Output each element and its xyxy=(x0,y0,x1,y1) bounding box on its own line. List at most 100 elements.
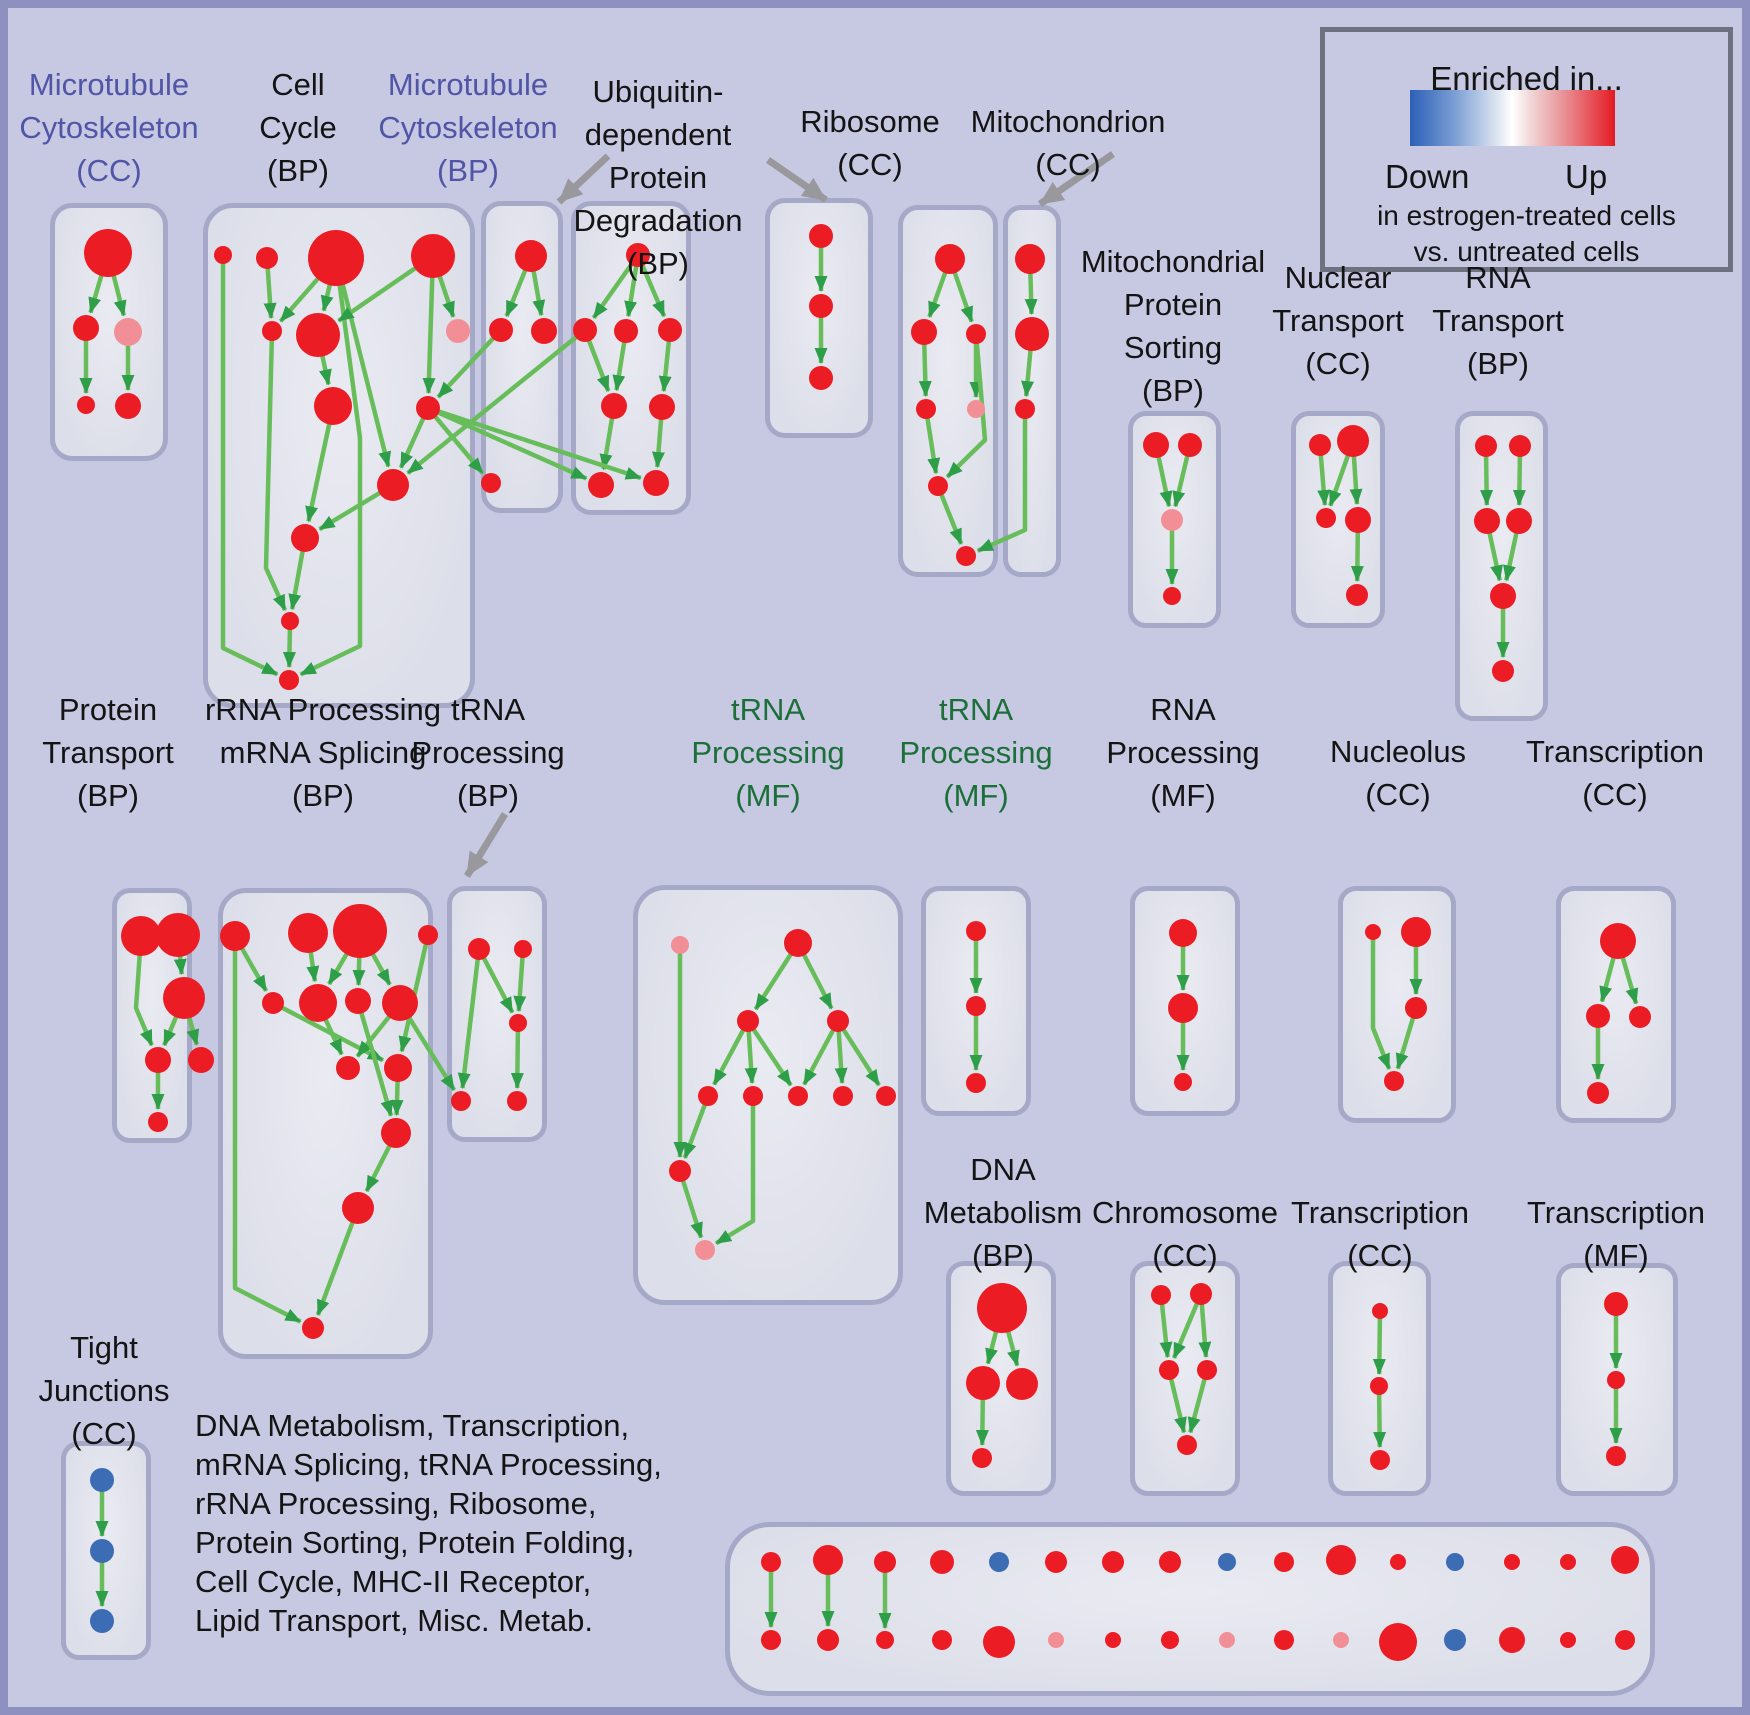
go-term-node-up xyxy=(935,244,965,274)
group-label-line: Processing xyxy=(691,735,845,770)
go-term-node-up xyxy=(1560,1554,1576,1570)
go-term-node-up xyxy=(1490,583,1516,609)
go-term-node-up xyxy=(1105,1632,1121,1648)
edge-arrow xyxy=(652,418,665,468)
edge-arrow xyxy=(586,339,611,393)
group-label-line: (CC) xyxy=(1582,777,1648,812)
go-term-node-up xyxy=(966,996,986,1016)
callout-arrow xyxy=(556,153,611,205)
go-term-node-up xyxy=(1615,1630,1635,1650)
annotation-line: mRNA Splicing, tRNA Processing, xyxy=(195,1447,662,1482)
edge-arrow xyxy=(323,1018,344,1056)
annotation-line: DNA Metabolism, Transcription, xyxy=(195,1408,630,1443)
edge-arrow xyxy=(841,1028,881,1087)
go-term-node-up xyxy=(1606,1446,1626,1466)
go-term-node-down xyxy=(989,1552,1009,1572)
legend-gradient-bar xyxy=(1410,90,1615,146)
group-label-line: (CC) xyxy=(1035,147,1101,182)
go-term-node-up xyxy=(972,1448,992,1468)
go-term-node-up xyxy=(1190,1283,1212,1305)
group-label-txncc2: Transcription (CC) xyxy=(1526,730,1704,816)
group-label-line: (BP) xyxy=(437,153,499,188)
go-term-node-up xyxy=(531,318,557,344)
go-term-node-up xyxy=(1474,508,1500,534)
go-term-node-up xyxy=(614,319,638,343)
go-term-node-up xyxy=(77,396,95,414)
edge-arrow xyxy=(1370,939,1392,1070)
group-label-line: tRNA xyxy=(938,692,1014,727)
go-term-node-up xyxy=(1045,1551,1067,1573)
go-term-node-up xyxy=(1390,1554,1406,1570)
go-term-node-up xyxy=(481,473,501,493)
go-term-node-up xyxy=(956,546,976,566)
edge-arrow xyxy=(945,342,988,479)
network-diagram xyxy=(73,151,1651,1661)
edge-arrow xyxy=(433,414,485,475)
go-term-node-up xyxy=(262,321,282,341)
go-term-node-up xyxy=(416,396,440,420)
go-term-node-up xyxy=(1586,1004,1610,1028)
group-label-line: (CC) xyxy=(76,153,142,188)
go-term-node-up xyxy=(1629,1006,1651,1028)
callout-arrow xyxy=(766,157,828,203)
go-term-node-up xyxy=(817,1629,839,1651)
go-term-node-up xyxy=(1309,434,1331,456)
go-term-node-up xyxy=(1169,919,1197,947)
go-term-node-up xyxy=(489,318,513,342)
go-term-node-up xyxy=(966,1073,986,1093)
edge-arrow xyxy=(406,335,578,475)
go-term-node-up xyxy=(336,1056,360,1080)
edge-arrow xyxy=(1156,456,1173,508)
annotation-line: rRNA Processing, Ribosome, xyxy=(195,1486,597,1521)
go-term-node-weak-up xyxy=(1219,1632,1235,1648)
group-label-line: Transport xyxy=(1272,303,1404,338)
go-term-node-up xyxy=(1365,924,1381,940)
edge-arrow xyxy=(1187,1378,1207,1434)
edge-arrow xyxy=(1171,1302,1200,1359)
edge-arrow xyxy=(952,271,974,323)
go-term-node-up xyxy=(1168,993,1198,1023)
legend-subtitle-2: vs. untreated cells xyxy=(1413,236,1640,267)
group-label-line: Protein xyxy=(58,692,158,727)
group-label-line: (CC) xyxy=(1305,346,1371,381)
group-label-nuct: Nuclear Transport (CC) xyxy=(1272,256,1404,385)
group-label-nucl: Nucleolus (CC) xyxy=(1330,730,1466,816)
group-label-line: tRNA xyxy=(730,692,806,727)
group-label-line: (MF) xyxy=(1150,778,1216,813)
edge-arrow xyxy=(925,417,941,475)
group-label-line: Protein xyxy=(608,160,708,195)
group-label-line: (BP) xyxy=(627,246,689,281)
go-term-node-up xyxy=(1405,997,1427,1019)
go-term-node-up xyxy=(809,224,833,248)
group-label-line: Processing xyxy=(1106,735,1260,770)
edge-arrow xyxy=(1349,455,1363,505)
edge-arrow xyxy=(599,417,615,471)
edge-arrow xyxy=(315,1221,355,1316)
go-term-node-up xyxy=(1384,1071,1404,1091)
edge-arrow xyxy=(744,1030,758,1084)
go-term-node-weak-up xyxy=(1333,1632,1349,1648)
group-label-line: RNA xyxy=(1465,260,1531,295)
group-label-line: Chromosome xyxy=(1091,1195,1279,1230)
group-label-line: Transcription xyxy=(1525,734,1705,769)
edge-arrow xyxy=(305,423,332,523)
edge-arrow xyxy=(939,493,964,545)
callout-arrow xyxy=(464,812,508,878)
edge-arrow xyxy=(510,1030,524,1089)
go-term-node-up xyxy=(1015,317,1049,351)
edge-arrow xyxy=(364,1144,392,1193)
edge-arrow xyxy=(1512,455,1526,506)
go-term-node-weak-up xyxy=(1161,509,1183,531)
go-term-node-up xyxy=(649,394,675,420)
edge-arrow xyxy=(640,264,667,318)
group-label-rrna: rRNA Processing mRNA Splicing (BP) xyxy=(205,688,441,817)
go-term-node-up xyxy=(928,476,948,496)
edge-arrow xyxy=(318,490,382,532)
legend-subtitle-1: in estrogen-treated cells xyxy=(1377,200,1676,231)
group-label-line: (BP) xyxy=(972,1238,1034,1273)
go-term-node-up xyxy=(299,984,337,1022)
group-label-line: Nucleolus xyxy=(1329,734,1467,769)
go-term-node-up xyxy=(1337,425,1369,457)
group-label-line: Tight xyxy=(70,1330,138,1365)
